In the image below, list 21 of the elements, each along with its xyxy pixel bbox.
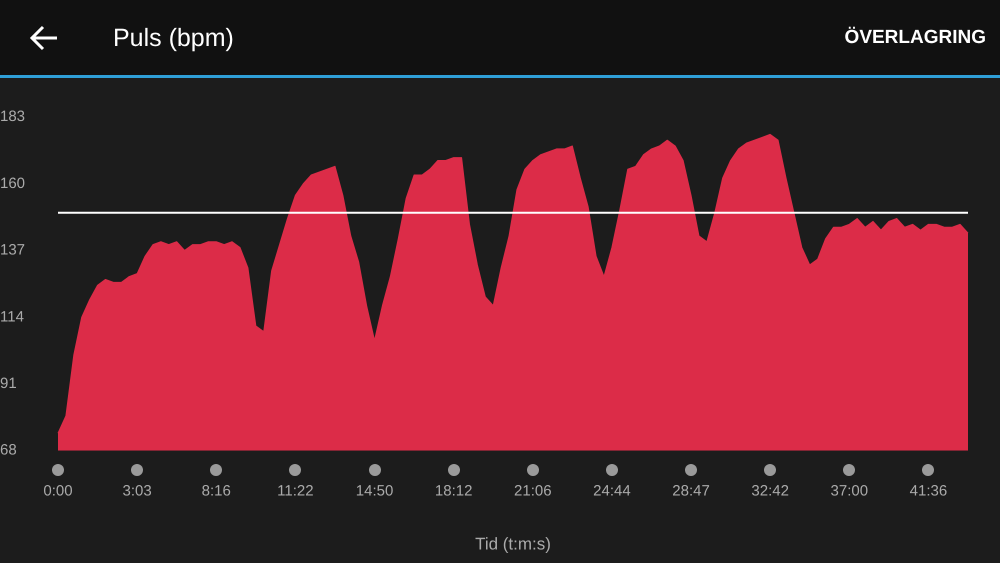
x-tick-label: 28:47 <box>672 482 710 500</box>
x-tick-label: 0:00 <box>43 482 73 500</box>
x-axis-title: Tid (t:m:s) <box>475 534 551 554</box>
y-tick-label: 160 <box>0 174 26 192</box>
x-tick-label: 41:36 <box>910 482 948 500</box>
y-tick-label: 68 <box>0 442 17 459</box>
x-tick-label: 14:50 <box>356 482 394 500</box>
text: ÖVERLAGRING <box>844 27 986 49</box>
x-tick-label: 11:22 <box>277 482 314 500</box>
x-tick-label: 37:00 <box>830 482 868 500</box>
x-tick-label: 24:44 <box>593 482 631 500</box>
y-tick-label: 183 <box>0 108 26 126</box>
x-tick-label: 8:16 <box>202 482 231 500</box>
y-tick-label: 91 <box>0 375 17 392</box>
x-tick-label: 32:42 <box>751 482 789 500</box>
y-tick-label: 114 <box>0 308 24 326</box>
x-tick-label: 3:03 <box>122 482 152 500</box>
chart-title: Puls (bpm) <box>113 24 234 53</box>
x-tick-label: 21:06 <box>514 482 552 500</box>
y-tick-label: 137 <box>0 242 26 259</box>
x-tick-label: 18:12 <box>434 482 472 500</box>
